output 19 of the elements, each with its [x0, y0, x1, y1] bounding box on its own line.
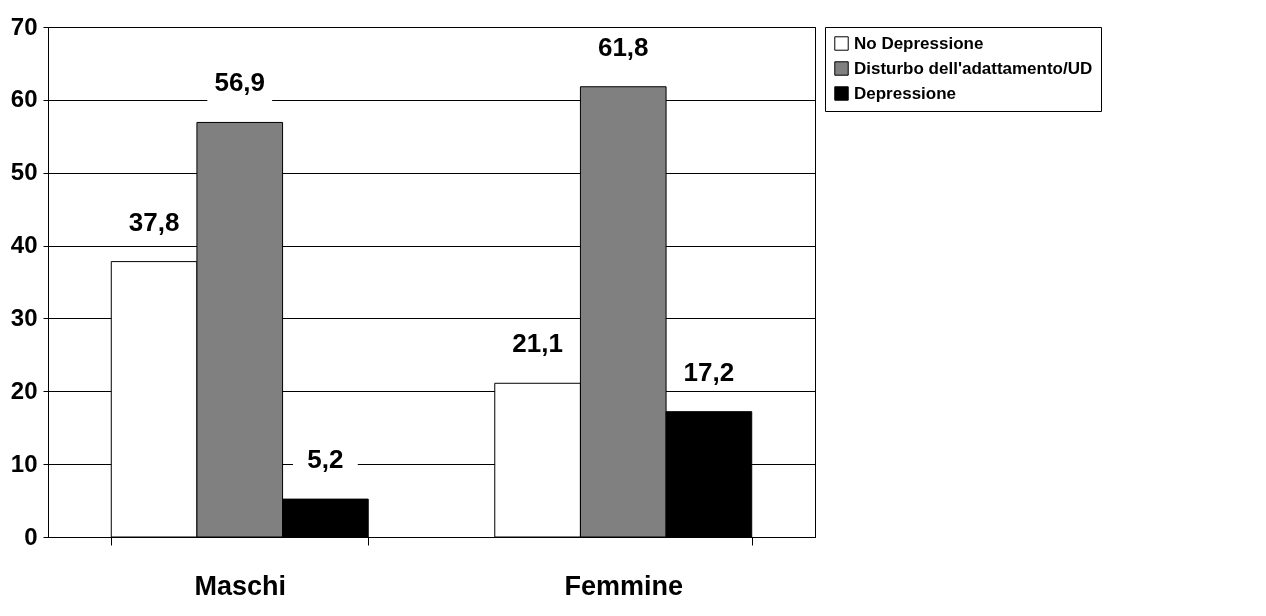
data-label: 37,8 [128, 206, 180, 237]
y-tick-label: 70 [10, 12, 38, 40]
y-tick-label: 60 [10, 85, 38, 113]
y-tick-label: 30 [10, 303, 38, 331]
y-tick-label: 50 [10, 158, 38, 186]
data-label: 56,9 [214, 67, 266, 98]
y-tick-label: 0 [24, 522, 38, 550]
y-tick-label: 10 [10, 449, 38, 477]
data-label: 5,2 [307, 444, 344, 475]
data-label: 21,1 [512, 328, 563, 359]
data-label: 61,8 [597, 31, 649, 62]
y-tick-label: 20 [10, 376, 38, 404]
legend-label: No Depressione [854, 33, 984, 53]
x-tick-label: Femmine [564, 570, 684, 601]
legend-label: Disturbo dell'adattamento/UD [854, 58, 1093, 78]
legend-label: Depressione [854, 83, 957, 103]
data-label: 17,2 [683, 356, 735, 387]
x-tick-label: Maschi [194, 570, 287, 601]
y-tick-label: 40 [10, 231, 38, 259]
